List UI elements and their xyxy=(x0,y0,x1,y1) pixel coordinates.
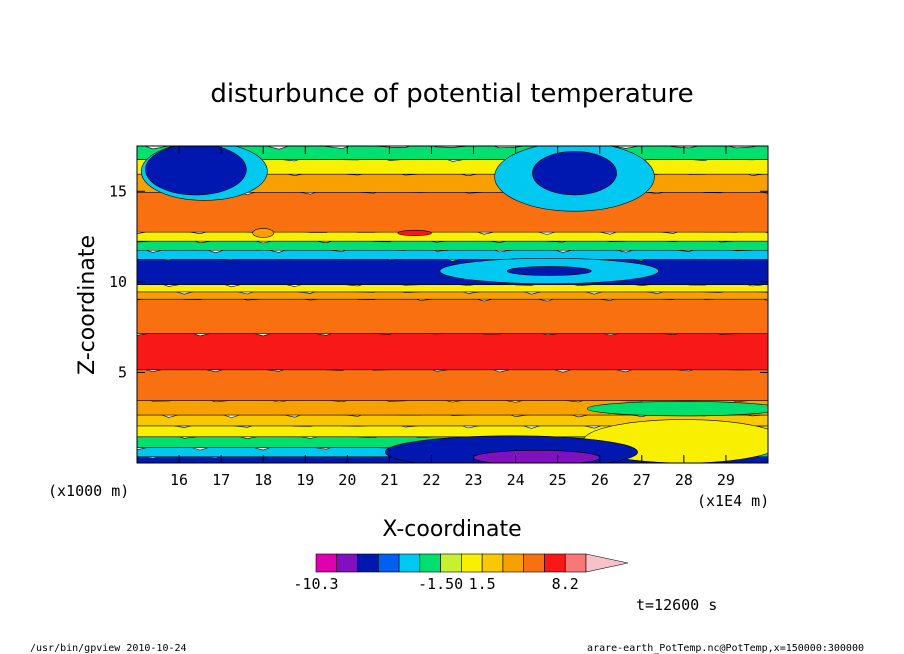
contour-region xyxy=(145,146,247,196)
colorbar-swatch xyxy=(398,553,421,573)
colorbar-swatch xyxy=(357,553,379,573)
y-tick-label: 15 xyxy=(109,182,127,200)
colorbar-swatch xyxy=(523,553,545,573)
colorbar-label: -10.3 xyxy=(293,575,338,593)
y-tick-label: 10 xyxy=(109,273,127,291)
x-tick-label: 20 xyxy=(338,471,356,489)
colorbar-swatch xyxy=(461,553,483,573)
colorbar-swatch xyxy=(481,553,504,573)
contour-region xyxy=(586,401,768,417)
contour-band xyxy=(137,329,768,371)
colorbar-swatch xyxy=(336,553,358,573)
x-tick-label: 23 xyxy=(465,471,483,489)
colorbar-swatch xyxy=(544,553,566,573)
plot-frame xyxy=(136,145,769,464)
colorbar-swatch xyxy=(315,553,338,573)
colorbar-swatch xyxy=(440,553,462,573)
x-tick-label: 27 xyxy=(633,471,651,489)
colorbar-swatch xyxy=(419,553,441,573)
plot-area xyxy=(137,146,768,463)
colorbar-label: 8.2 xyxy=(552,575,579,593)
contour-region xyxy=(252,228,275,238)
y-unit-label: (x1000 m) xyxy=(48,482,129,500)
x-tick-label: 28 xyxy=(675,471,693,489)
x-tick-label: 19 xyxy=(296,471,314,489)
x-tick-label: 29 xyxy=(717,471,735,489)
colorbar-swatch xyxy=(378,553,400,573)
x-tick-label: 16 xyxy=(170,471,188,489)
x-tick-label: 22 xyxy=(422,471,440,489)
x-tick-label: 25 xyxy=(549,471,567,489)
x-unit-label: (x1E4 m) xyxy=(697,492,769,510)
x-tick-label: 24 xyxy=(507,471,525,489)
contour-region xyxy=(532,151,617,196)
colorbar-label: -1.50 xyxy=(418,575,463,593)
footer-left: /usr/bin/gpview 2010-10-24 xyxy=(30,643,187,654)
x-tick-label: 26 xyxy=(591,471,609,489)
colorbar-swatch xyxy=(502,553,524,573)
x-axis-label: X-coordinate xyxy=(382,517,521,542)
x-tick-label: 18 xyxy=(254,471,272,489)
contour-region xyxy=(397,229,432,236)
time-label: t=12600 s xyxy=(636,596,717,614)
chart-title: disturbunce of potential temperature xyxy=(210,79,693,109)
colorbar-arrow xyxy=(585,553,629,573)
contour-band xyxy=(137,294,768,334)
contour-region xyxy=(506,266,592,276)
x-tick-label: 21 xyxy=(380,471,398,489)
y-axis-label: Z-coordinate xyxy=(75,235,100,375)
contour-band xyxy=(137,365,768,401)
colorbar-swatch xyxy=(564,553,587,573)
colorbar: -10.3 -1.50 1.5 8.2 xyxy=(293,553,629,593)
y-tick-label: 5 xyxy=(118,363,127,381)
y-axis: 5 10 15 xyxy=(109,182,768,381)
colorbar-label: 1.5 xyxy=(469,575,496,593)
x-tick-label: 17 xyxy=(212,471,230,489)
x-axis: 16 17 18 19 20 21 22 23 24 25 26 27 28 29 xyxy=(170,146,735,489)
footer-right: arare-earth_PotTemp.nc@PotTemp,x=150000:… xyxy=(587,643,864,654)
